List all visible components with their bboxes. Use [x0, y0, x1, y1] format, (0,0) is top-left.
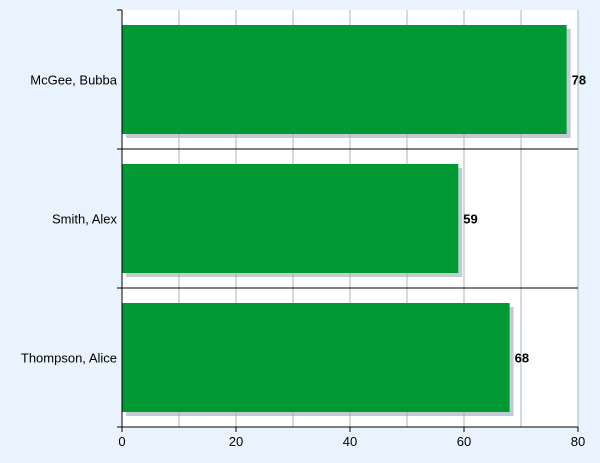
data-label-3: 68 [515, 351, 529, 366]
x-tick-label-40: 40 [343, 434, 357, 449]
category-label-2: Smith, Alex [52, 212, 118, 227]
x-tick-label-80: 80 [571, 434, 585, 449]
data-label-1: 78 [572, 73, 586, 88]
data-label-2: 59 [463, 212, 477, 227]
bars [122, 25, 571, 416]
x-tick-label-60: 60 [457, 434, 471, 449]
x-tick-label-20: 20 [229, 434, 243, 449]
x-tick-label-0: 0 [118, 434, 125, 449]
bar-1 [122, 25, 567, 134]
category-label-3: Thompson, Alice [21, 351, 117, 366]
labels: 78 McGee, Bubba 59 Smith, Alex 68 Thompson, A… [21, 73, 586, 450]
bar-2 [122, 164, 459, 273]
axes [117, 9, 579, 432]
bar-3 [122, 303, 510, 412]
category-label-1: McGee, Bubba [30, 73, 117, 88]
